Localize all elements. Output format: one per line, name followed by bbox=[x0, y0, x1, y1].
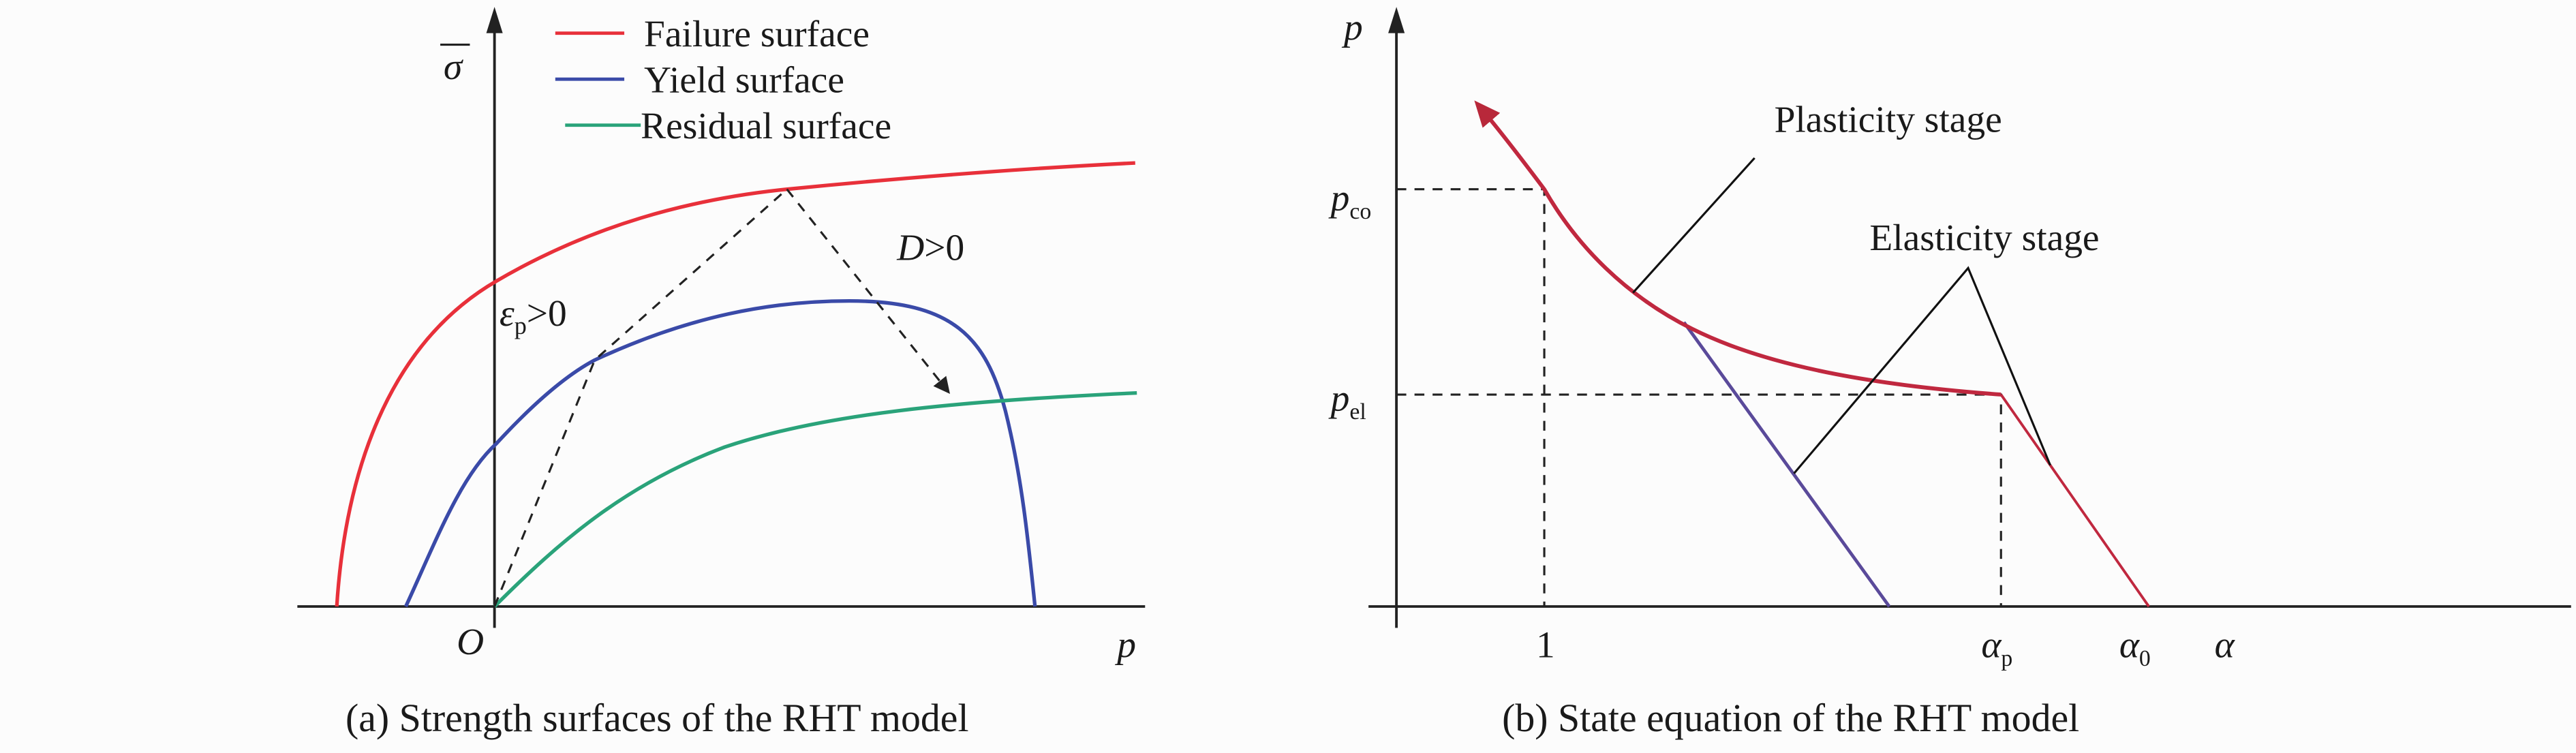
residual-surface-curve bbox=[493, 390, 1137, 608]
panel-b: p α pco pel 1 αp α0 Plasticity stage Ela… bbox=[1328, 6, 2571, 740]
y-tick-p-el: pel bbox=[1328, 378, 1366, 425]
yield-surface-curve bbox=[404, 298, 1037, 608]
origin-label: O bbox=[457, 621, 484, 662]
x-tick-1: 1 bbox=[1536, 624, 1555, 666]
caption-b: (b) State equation of the RHT model bbox=[1502, 696, 2079, 740]
y-axis-label-b: p bbox=[1341, 6, 1363, 48]
elasticity-leaders bbox=[1793, 266, 2052, 474]
legend-label-yield: Yield surface bbox=[644, 59, 844, 100]
legend-label-failure: Failure surface bbox=[644, 13, 870, 55]
x-axis-label-b: α bbox=[2215, 624, 2236, 666]
y-axis-arrow-icon bbox=[1388, 7, 1405, 33]
damage-path-arrow bbox=[786, 188, 950, 394]
p-co-guide bbox=[1396, 188, 1546, 606]
compaction-curve bbox=[1474, 100, 2002, 397]
y-axis-arrow-icon bbox=[486, 7, 503, 33]
plastic-loading-path bbox=[493, 188, 788, 607]
damage-annotation: D>0 bbox=[896, 226, 964, 268]
legend-label-residual: Residual surface bbox=[641, 105, 891, 147]
caption-a: (a) Strength surfaces of the RHT model bbox=[346, 696, 969, 740]
unloading-line bbox=[1683, 321, 1891, 608]
legend: Failure surface Yield surface Residual s… bbox=[555, 13, 891, 147]
plastic-strain-annotation: εp>0 bbox=[500, 292, 567, 339]
elasticity-stage-label: Elasticity stage bbox=[1869, 217, 2099, 258]
panel-a: σ p O εp>0 D>0 Failure surface Yield sur… bbox=[297, 7, 1146, 740]
y-tick-p-co: pco bbox=[1328, 177, 1372, 224]
elastic-line bbox=[1999, 393, 2150, 608]
x-tick-alpha-p: αp bbox=[1981, 624, 2012, 671]
plasticity-stage-label: Plasticity stage bbox=[1775, 98, 2002, 140]
x-axis-label: p bbox=[1114, 624, 1136, 666]
x-tick-alpha-0: α0 bbox=[2119, 624, 2151, 671]
p-el-guide bbox=[1396, 393, 2002, 606]
failure-surface-curve bbox=[335, 161, 1135, 607]
plasticity-leader bbox=[1632, 157, 1755, 294]
y-axis-label: σ bbox=[444, 46, 464, 87]
